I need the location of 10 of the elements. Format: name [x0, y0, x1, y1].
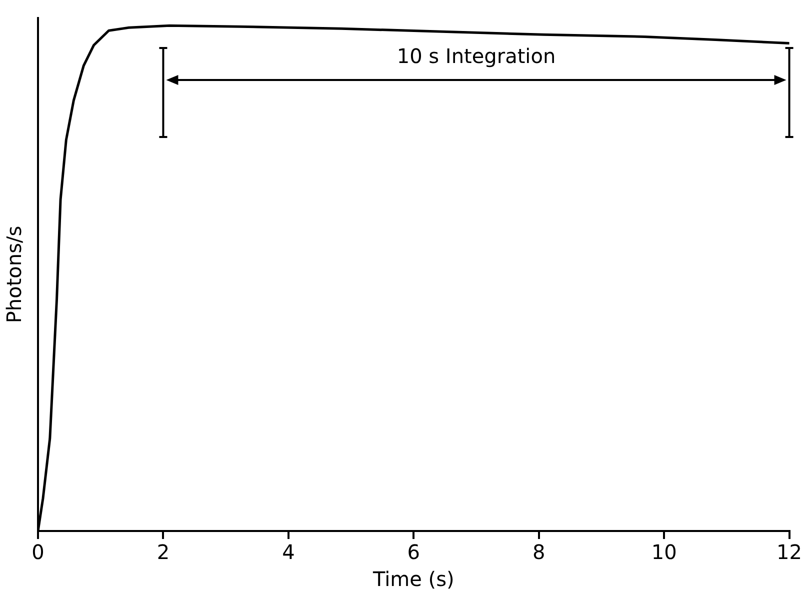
x-tick-label: 12: [776, 540, 802, 564]
x-tick-label: 0: [32, 540, 44, 564]
annotation: 10 s Integration: [396, 44, 556, 68]
y-axis-title: Photons/s: [2, 226, 26, 324]
x-tick-label: 6: [407, 540, 420, 564]
x-tick-label: 8: [532, 540, 546, 564]
x-axis-title: Time (s): [372, 567, 454, 592]
x-tick-label: 10: [651, 540, 677, 564]
x-tick-label: 4: [282, 540, 295, 564]
x-tick-label: 2: [156, 540, 170, 564]
